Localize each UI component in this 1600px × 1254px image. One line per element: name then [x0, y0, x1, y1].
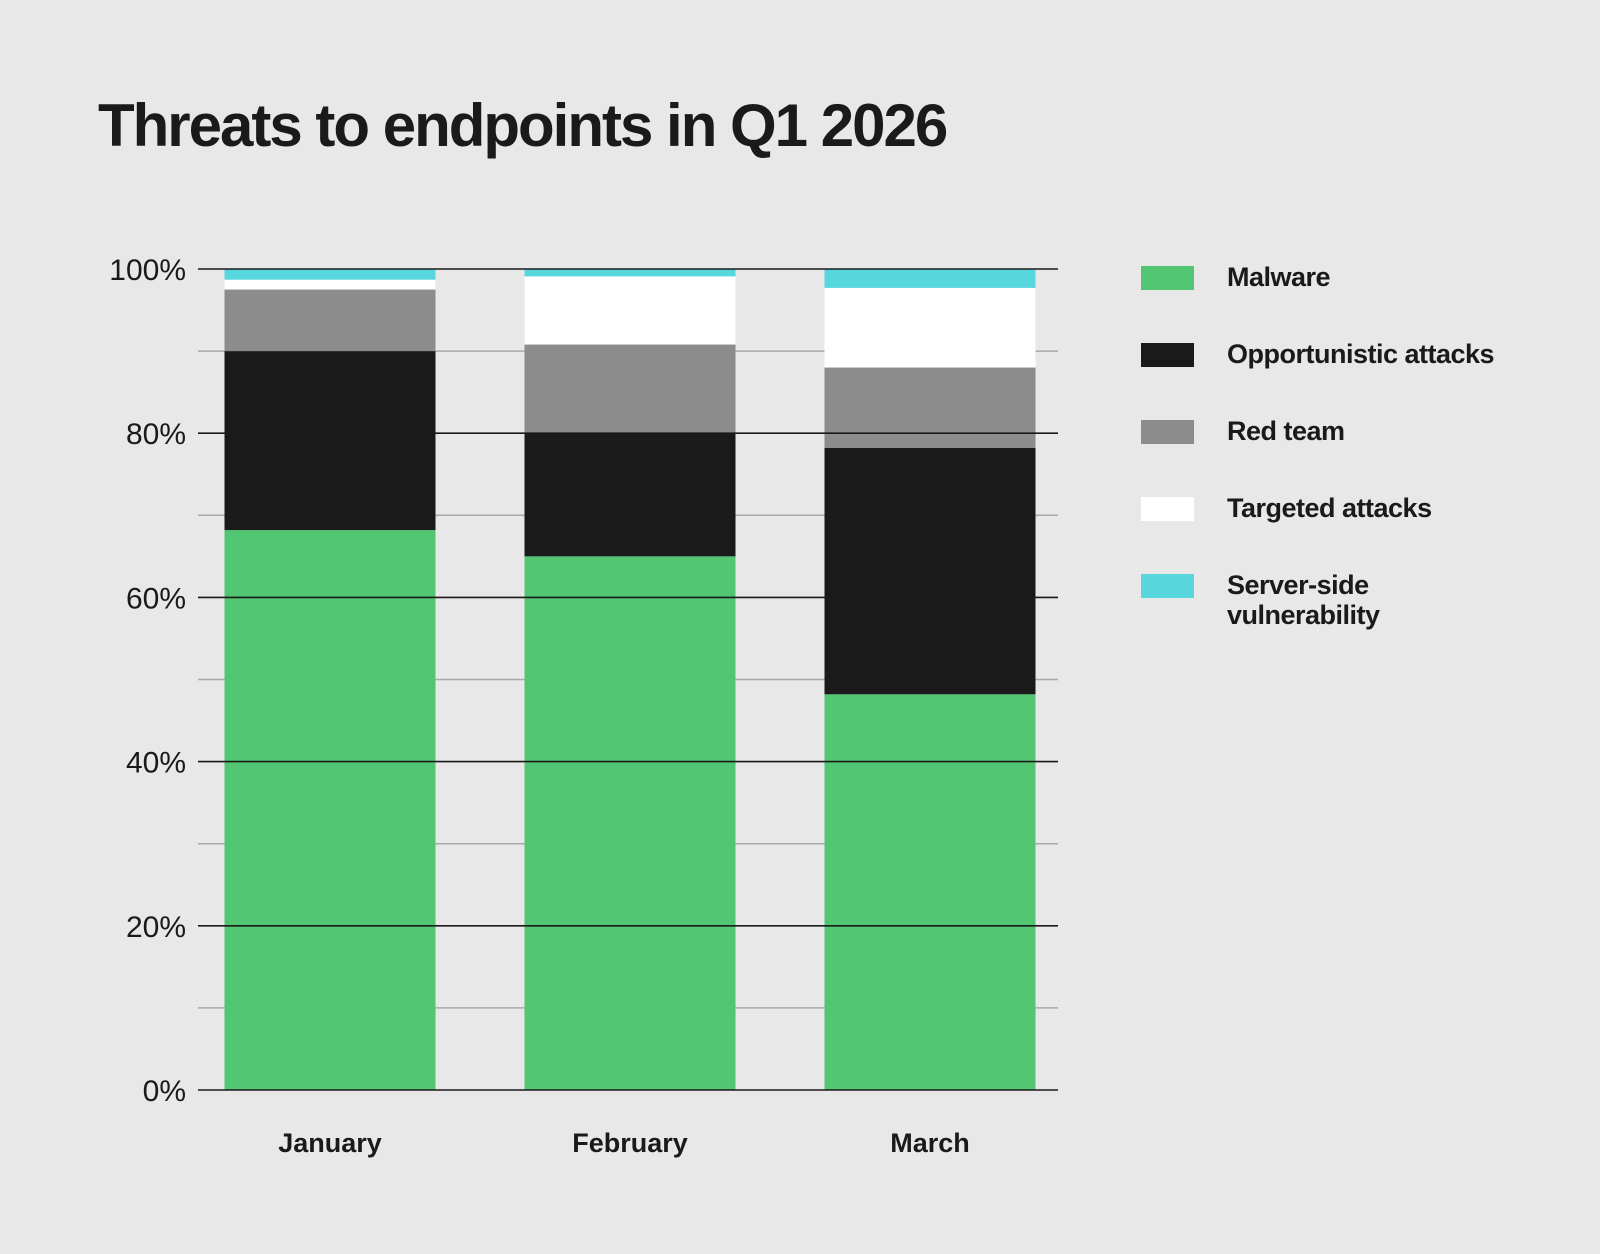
bar-segment-january-red-team: [224, 289, 436, 352]
legend: Malware Opportunistic attacks Red team T…: [1141, 262, 1571, 647]
legend-swatch-malware: [1141, 266, 1194, 290]
bar-segment-january-server-side-vulnerability: [224, 269, 436, 280]
bar-segment-march-malware: [824, 694, 1036, 1090]
legend-swatch-targeted-attacks: [1141, 497, 1194, 521]
x-tick-label: February: [572, 1128, 688, 1158]
x-tick-label: January: [278, 1128, 382, 1158]
y-tick-label: 0%: [143, 1075, 186, 1108]
y-tick-label: 60%: [126, 582, 186, 615]
chart-title: Threats to endpoints in Q1 2026: [98, 92, 948, 159]
x-tick-label: March: [890, 1128, 970, 1158]
legend-item-opportunistic-attacks: Opportunistic attacks: [1141, 339, 1571, 416]
y-tick-label: 80%: [126, 418, 186, 451]
legend-swatch-opportunistic-attacks: [1141, 343, 1194, 367]
legend-item-server-side-vulnerability: Server-side vulnerability: [1141, 570, 1571, 647]
y-tick-label: 100%: [109, 254, 186, 287]
y-tick-label: 40%: [126, 747, 186, 780]
legend-item-red-team: Red team: [1141, 416, 1571, 493]
bar-segment-february-server-side-vulnerability: [524, 269, 736, 277]
bar-segment-march-opportunistic-attacks: [824, 447, 1036, 695]
bar-segment-january-malware: [224, 530, 436, 1090]
bar-segment-february-red-team: [524, 344, 736, 434]
legend-label-targeted-attacks: Targeted attacks: [1227, 493, 1432, 523]
bar-segment-february-targeted-attacks: [524, 276, 736, 345]
legend-label-red-team: Red team: [1227, 416, 1345, 446]
bar-segment-february-malware: [524, 556, 736, 1090]
legend-label-malware: Malware: [1227, 262, 1331, 292]
bar-segment-march-targeted-attacks: [824, 287, 1036, 368]
legend-label-opportunistic-attacks: Opportunistic attacks: [1227, 339, 1495, 369]
bar-segment-january-opportunistic-attacks: [224, 351, 436, 531]
bar-segment-february-opportunistic-attacks: [524, 433, 736, 557]
legend-swatch-red-team: [1141, 420, 1194, 444]
bar-segment-march-server-side-vulnerability: [824, 269, 1036, 288]
legend-item-targeted-attacks: Targeted attacks: [1141, 493, 1571, 570]
legend-label-server-side-vulnerability: Server-side vulnerability: [1227, 570, 1380, 630]
legend-swatch-server-side-vulnerability: [1141, 574, 1194, 598]
bar-segment-march-red-team: [824, 367, 1036, 448]
y-tick-label: 20%: [126, 911, 186, 944]
legend-item-malware: Malware: [1141, 262, 1571, 339]
bar-segment-january-targeted-attacks: [224, 279, 436, 290]
